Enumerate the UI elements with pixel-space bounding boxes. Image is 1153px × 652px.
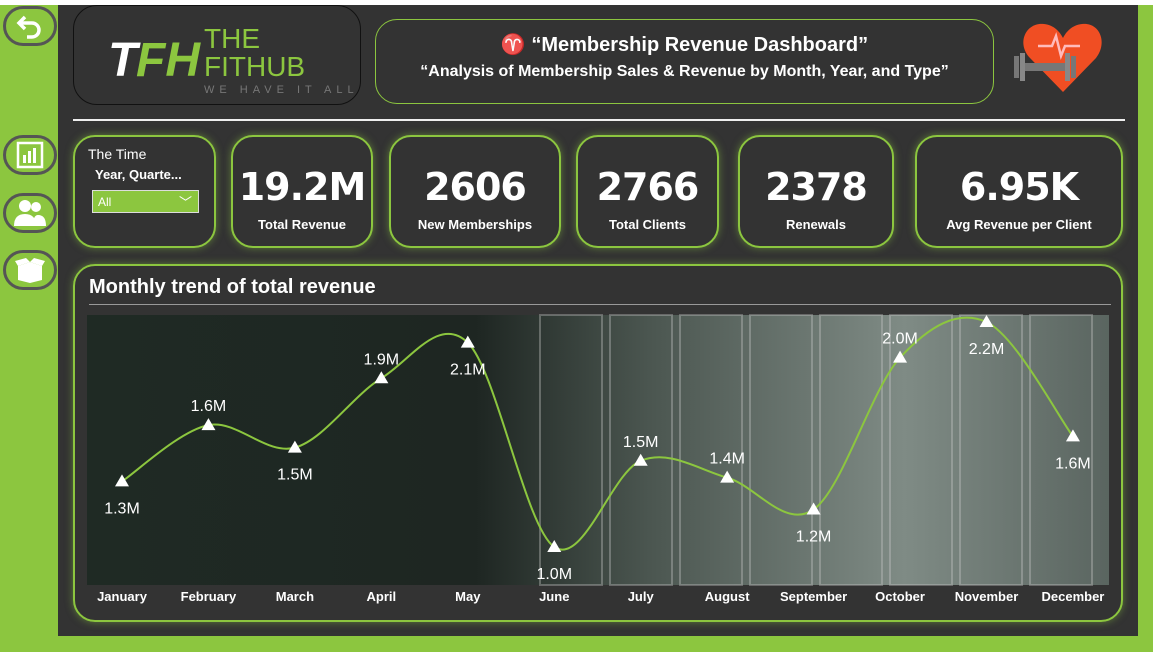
data-point-marker: [720, 470, 735, 483]
kpi-label: Avg Revenue per Client: [946, 217, 1092, 232]
x-axis-tick-label: July: [628, 589, 655, 604]
revenue-trend-chart-card: Monthly trend of total revenue: [73, 264, 1123, 622]
x-axis-tick-label: March: [276, 589, 314, 604]
back-button[interactable]: [3, 6, 57, 46]
page-title: “Membership Revenue Dashboard”: [531, 34, 869, 56]
locker-door: [1029, 314, 1093, 586]
slicer-selected-value: All: [98, 195, 112, 209]
data-point-marker: [806, 502, 821, 515]
chevron-down-icon: ﹀: [178, 195, 192, 210]
data-label: 2.1M: [450, 362, 486, 379]
data-point-marker: [115, 474, 129, 487]
kpi-label: Total Clients: [608, 217, 687, 232]
logo-mark-t: T: [108, 34, 141, 87]
data-point-marker: [633, 453, 648, 466]
kpi-label: Total Revenue: [258, 217, 346, 232]
data-label: 2.2M: [969, 341, 1005, 358]
kpi-total-clients: 2766 Total Clients: [576, 135, 719, 248]
data-label: 1.9M: [364, 351, 400, 368]
locker-door: [889, 314, 953, 586]
data-label: 1.5M: [623, 434, 659, 451]
data-point-marker: [1065, 429, 1080, 442]
x-axis-tick-label: September: [780, 589, 847, 604]
nav-products-button[interactable]: [3, 250, 57, 290]
data-label: 1.6M: [1055, 455, 1091, 472]
kpi-value: 6.95K: [959, 165, 1079, 209]
kpi-renewals: 2378 Renewals: [738, 135, 894, 248]
nav-overview-button[interactable]: [3, 135, 57, 175]
fithub-logo: T FH THE FITHUB WE HAVE IT ALL: [73, 5, 361, 105]
data-label: 1.3M: [104, 500, 140, 517]
x-axis-tick-label: December: [1042, 589, 1105, 604]
locker-door: [749, 314, 813, 586]
data-point-marker: [460, 335, 475, 348]
chart-title-divider: [89, 304, 1111, 305]
chart-background-image: [87, 315, 1109, 585]
logo-name-line1: THE: [204, 23, 260, 54]
slicer-title: The Time: [88, 146, 147, 162]
kpi-value: 19.2M: [238, 165, 367, 209]
kpi-avg-revenue-per-client: 6.95K Avg Revenue per Client: [915, 135, 1123, 248]
x-axis-tick-label: May: [455, 589, 481, 604]
locker-door: [539, 314, 603, 586]
data-label: 1.4M: [709, 451, 745, 468]
data-point-marker: [287, 440, 302, 453]
data-label: 1.6M: [191, 398, 227, 415]
data-label: 2.0M: [882, 331, 918, 348]
locker-door: [679, 314, 743, 586]
nav-clients-button[interactable]: [3, 193, 57, 233]
kpi-new-memberships: 2606 New Memberships: [389, 135, 561, 248]
box-icon: [15, 258, 45, 283]
x-axis-tick-label: August: [705, 589, 750, 604]
data-point-marker: [201, 418, 216, 431]
data-point-marker: [979, 315, 994, 327]
x-axis-tick-label: November: [955, 589, 1019, 604]
kpi-value: 2606: [424, 165, 527, 209]
locker-door: [609, 314, 673, 586]
x-axis-tick-label: October: [875, 589, 925, 604]
logo-name-line2: FITHUB: [204, 51, 305, 82]
bar-chart-icon: [16, 141, 44, 169]
data-label: 1.5M: [277, 467, 313, 484]
locker-door: [959, 314, 1023, 586]
top-strip: [0, 0, 1153, 5]
kpi-label: Renewals: [786, 217, 846, 232]
data-label: 1.2M: [796, 529, 832, 546]
x-axis-tick-label: January: [97, 589, 148, 604]
slicer-dropdown[interactable]: All ﹀: [92, 190, 199, 213]
data-point-marker: [893, 350, 908, 363]
users-icon: [14, 200, 46, 226]
locker-door: [819, 314, 883, 586]
data-point-marker: [374, 371, 389, 384]
data-point-marker: [547, 540, 562, 552]
slicer-field: Year, Quarte...: [95, 167, 182, 182]
x-axis-tick-label: April: [367, 589, 397, 604]
logo-tagline: WE HAVE IT ALL: [204, 84, 359, 96]
kpi-label: New Memberships: [417, 217, 533, 232]
heart-dumbbell-icon: [1014, 23, 1102, 92]
logo-mark-fh: FH: [136, 34, 201, 87]
chart-title: Monthly trend of total revenue: [89, 276, 376, 298]
header-divider: [73, 119, 1125, 121]
time-slicer: The Time Year, Quarte... All ﹀: [73, 135, 216, 248]
weightlifter-icon: ♈: [500, 34, 526, 56]
x-axis-tick-label: June: [539, 589, 569, 604]
locker-texture: [539, 314, 1093, 586]
kpi-value: 2378: [765, 165, 868, 209]
kpi-total-revenue: 19.2M Total Revenue: [231, 135, 373, 248]
page-subtitle: “Analysis of Membership Sales & Revenue …: [420, 63, 949, 80]
data-label: 1.0M: [536, 566, 572, 583]
kpi-value: 2766: [596, 165, 700, 209]
back-arrow-icon: [16, 15, 41, 39]
x-axis-tick-label: February: [181, 589, 237, 604]
title-box: ♈ “Membership Revenue Dashboard” “Analys…: [375, 19, 994, 104]
